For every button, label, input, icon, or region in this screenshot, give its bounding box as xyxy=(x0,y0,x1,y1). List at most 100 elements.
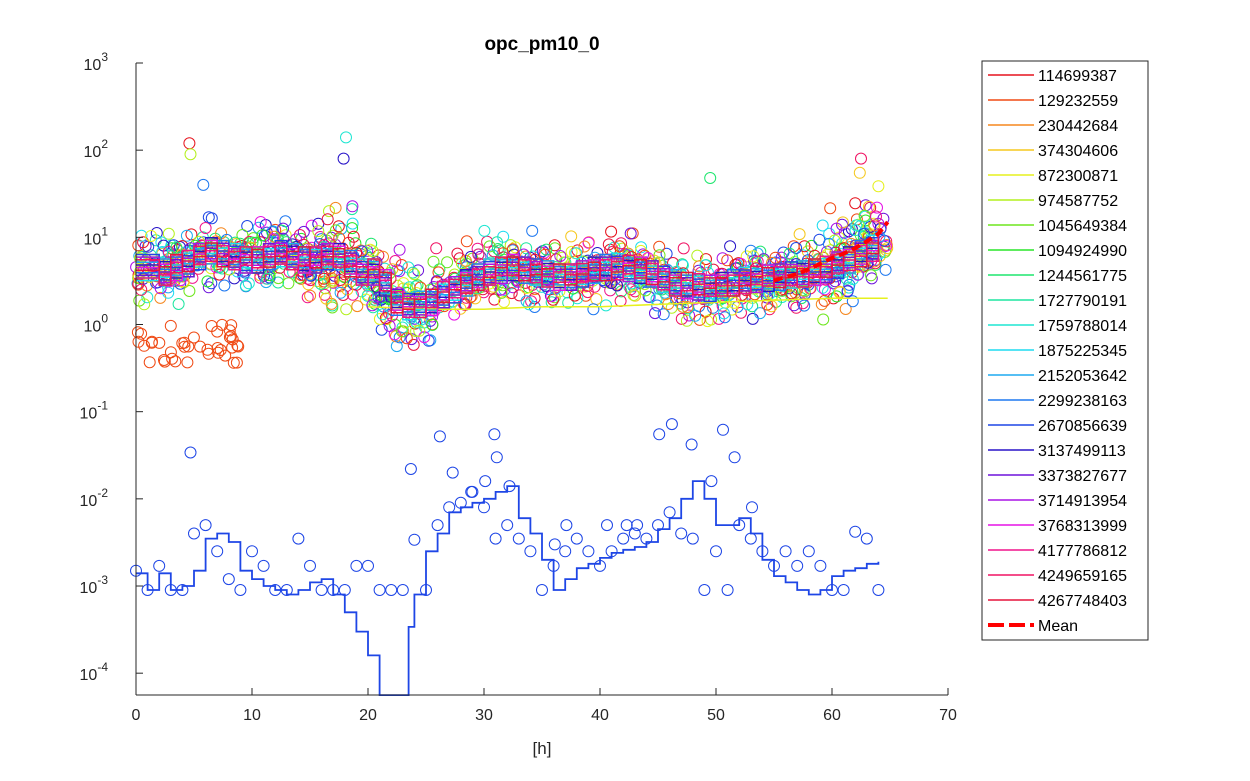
data-point xyxy=(698,584,711,596)
y-ticks: 10-4 10-3 10-2 10-1 100 101 102 103 xyxy=(80,50,143,684)
data-point xyxy=(318,275,330,288)
data-point xyxy=(164,584,177,596)
data-point xyxy=(406,310,418,323)
data-point xyxy=(879,263,892,276)
data-point xyxy=(360,272,373,285)
data-point xyxy=(520,282,533,294)
data-point xyxy=(234,584,247,596)
data-point xyxy=(301,291,314,304)
data-point xyxy=(600,299,612,312)
data-point xyxy=(150,227,163,239)
data-point xyxy=(393,286,405,299)
data-point xyxy=(188,527,200,540)
data-point xyxy=(346,217,359,230)
data-point xyxy=(880,239,892,252)
data-point xyxy=(268,230,281,243)
data-point xyxy=(138,298,151,311)
data-point xyxy=(141,584,154,596)
data-point xyxy=(172,298,185,310)
data-point xyxy=(676,300,689,313)
y-tick-label: 103 xyxy=(84,50,109,74)
legend: 114699387 129232559 230442684 374304606 8723… xyxy=(981,60,1149,641)
data-point xyxy=(488,293,501,306)
data-point xyxy=(660,247,673,260)
data-point xyxy=(230,356,243,369)
data-point xyxy=(640,532,653,545)
data-point xyxy=(193,235,205,248)
data-point xyxy=(861,256,874,269)
legend-label: 4249659165 xyxy=(1038,568,1127,585)
data-point xyxy=(365,237,378,250)
data-point xyxy=(548,538,561,551)
data-point xyxy=(334,286,347,299)
data-point xyxy=(751,255,764,268)
data-point xyxy=(730,275,743,288)
data-point xyxy=(554,250,567,262)
data-point xyxy=(176,337,189,350)
data-point xyxy=(426,318,439,331)
data-point xyxy=(741,298,754,311)
data-point xyxy=(290,233,302,246)
data-point xyxy=(489,532,502,545)
data-point xyxy=(854,220,867,233)
data-point xyxy=(364,243,377,256)
data-point xyxy=(206,238,219,251)
data-point xyxy=(213,268,226,281)
data-point xyxy=(410,325,423,338)
data-point xyxy=(454,496,467,509)
data-point xyxy=(242,277,255,290)
data-point xyxy=(479,475,492,488)
data-point xyxy=(180,229,193,242)
data-point xyxy=(628,527,641,540)
data-point xyxy=(275,224,288,237)
data-point xyxy=(495,286,508,299)
data-point xyxy=(615,237,628,250)
legend-label: 1727790191 xyxy=(1038,293,1127,310)
data-point xyxy=(328,246,340,259)
data-point xyxy=(155,236,168,249)
data-point xyxy=(153,559,166,572)
data-point xyxy=(202,281,215,294)
data-point xyxy=(783,247,796,260)
data-point xyxy=(858,227,871,240)
data-point xyxy=(536,584,548,596)
data-point xyxy=(478,501,490,514)
data-point xyxy=(681,301,694,313)
data-point xyxy=(872,180,885,193)
data-point xyxy=(505,287,518,300)
data-point xyxy=(582,545,595,558)
data-point xyxy=(184,148,197,161)
data-point xyxy=(728,296,741,309)
data-point xyxy=(870,210,882,223)
data-point xyxy=(465,485,478,498)
data-point xyxy=(246,545,258,558)
data-point xyxy=(613,240,626,253)
data-point xyxy=(340,131,352,144)
data-point xyxy=(724,240,737,253)
data-point xyxy=(433,430,446,443)
data-point xyxy=(201,275,214,288)
data-point xyxy=(730,262,742,275)
data-point xyxy=(839,303,852,315)
data-point xyxy=(837,584,850,596)
data-point xyxy=(851,268,864,281)
data-point xyxy=(594,559,606,572)
data-point xyxy=(846,295,859,308)
legend-label: 872300871 xyxy=(1038,168,1118,185)
data-point xyxy=(653,428,666,441)
data-point xyxy=(162,286,175,299)
data-point xyxy=(488,428,501,441)
data-point xyxy=(547,559,560,572)
data-point xyxy=(164,319,177,332)
data-point xyxy=(162,245,175,258)
data-point xyxy=(158,354,170,366)
data-point xyxy=(427,255,440,268)
data-point xyxy=(560,269,573,282)
data-point xyxy=(496,279,509,292)
data-point xyxy=(524,545,537,558)
data-point xyxy=(256,229,269,242)
data-point xyxy=(158,355,171,368)
data-point xyxy=(789,286,802,299)
series-line xyxy=(136,238,880,314)
data-point xyxy=(520,242,533,255)
